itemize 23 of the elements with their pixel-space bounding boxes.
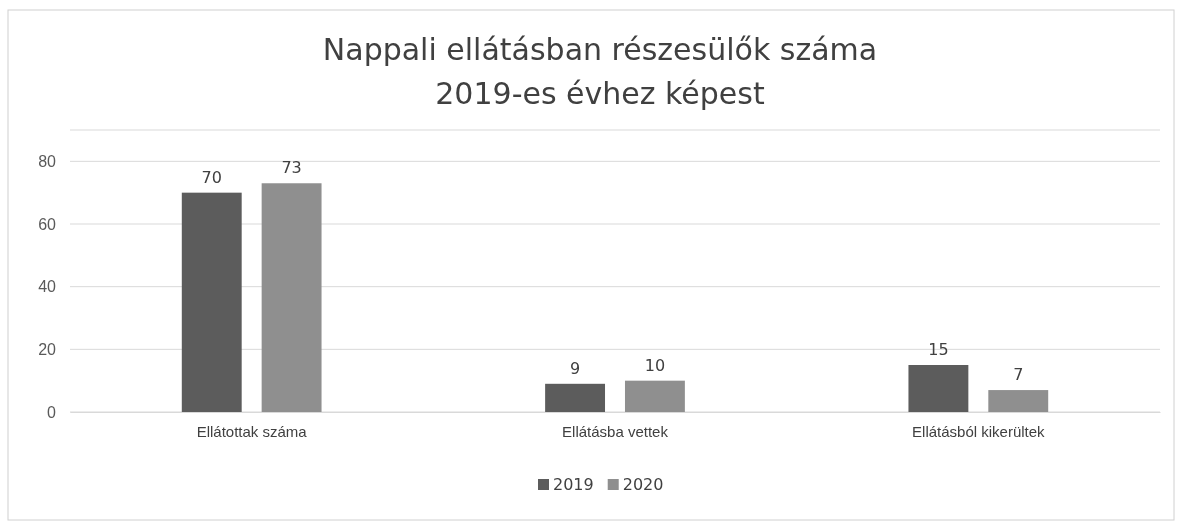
bar [908, 365, 969, 412]
bar [181, 192, 242, 412]
bar [261, 183, 322, 412]
data-label: 15 [928, 340, 949, 359]
data-label: 10 [644, 355, 666, 375]
y-tick-label: 0 [47, 403, 57, 421]
bar [545, 383, 606, 412]
x-tick-label: Ellátásból kikerültek [912, 422, 1046, 440]
bar [624, 380, 685, 412]
y-tick-label: 60 [38, 215, 57, 233]
data-label: 70 [201, 167, 222, 187]
legend-label: 2019 [553, 475, 594, 494]
y-tick-label: 80 [38, 152, 57, 170]
chart-title: Nappali ellátásban részesülők száma 2019-es évhez képest [322, 32, 878, 111]
x-tick-label: Ellátásba vettek [562, 422, 669, 440]
data-label: 7 [1013, 365, 1024, 385]
y-tick-label: 20 [38, 340, 57, 358]
legend-label: 2020 [622, 475, 664, 494]
x-tick-label: Ellátottak száma [196, 422, 308, 440]
y-tick-label: 40 [38, 278, 57, 296]
bar [988, 390, 1049, 412]
data-label: 73 [281, 158, 302, 178]
data-label: 9 [569, 358, 581, 378]
